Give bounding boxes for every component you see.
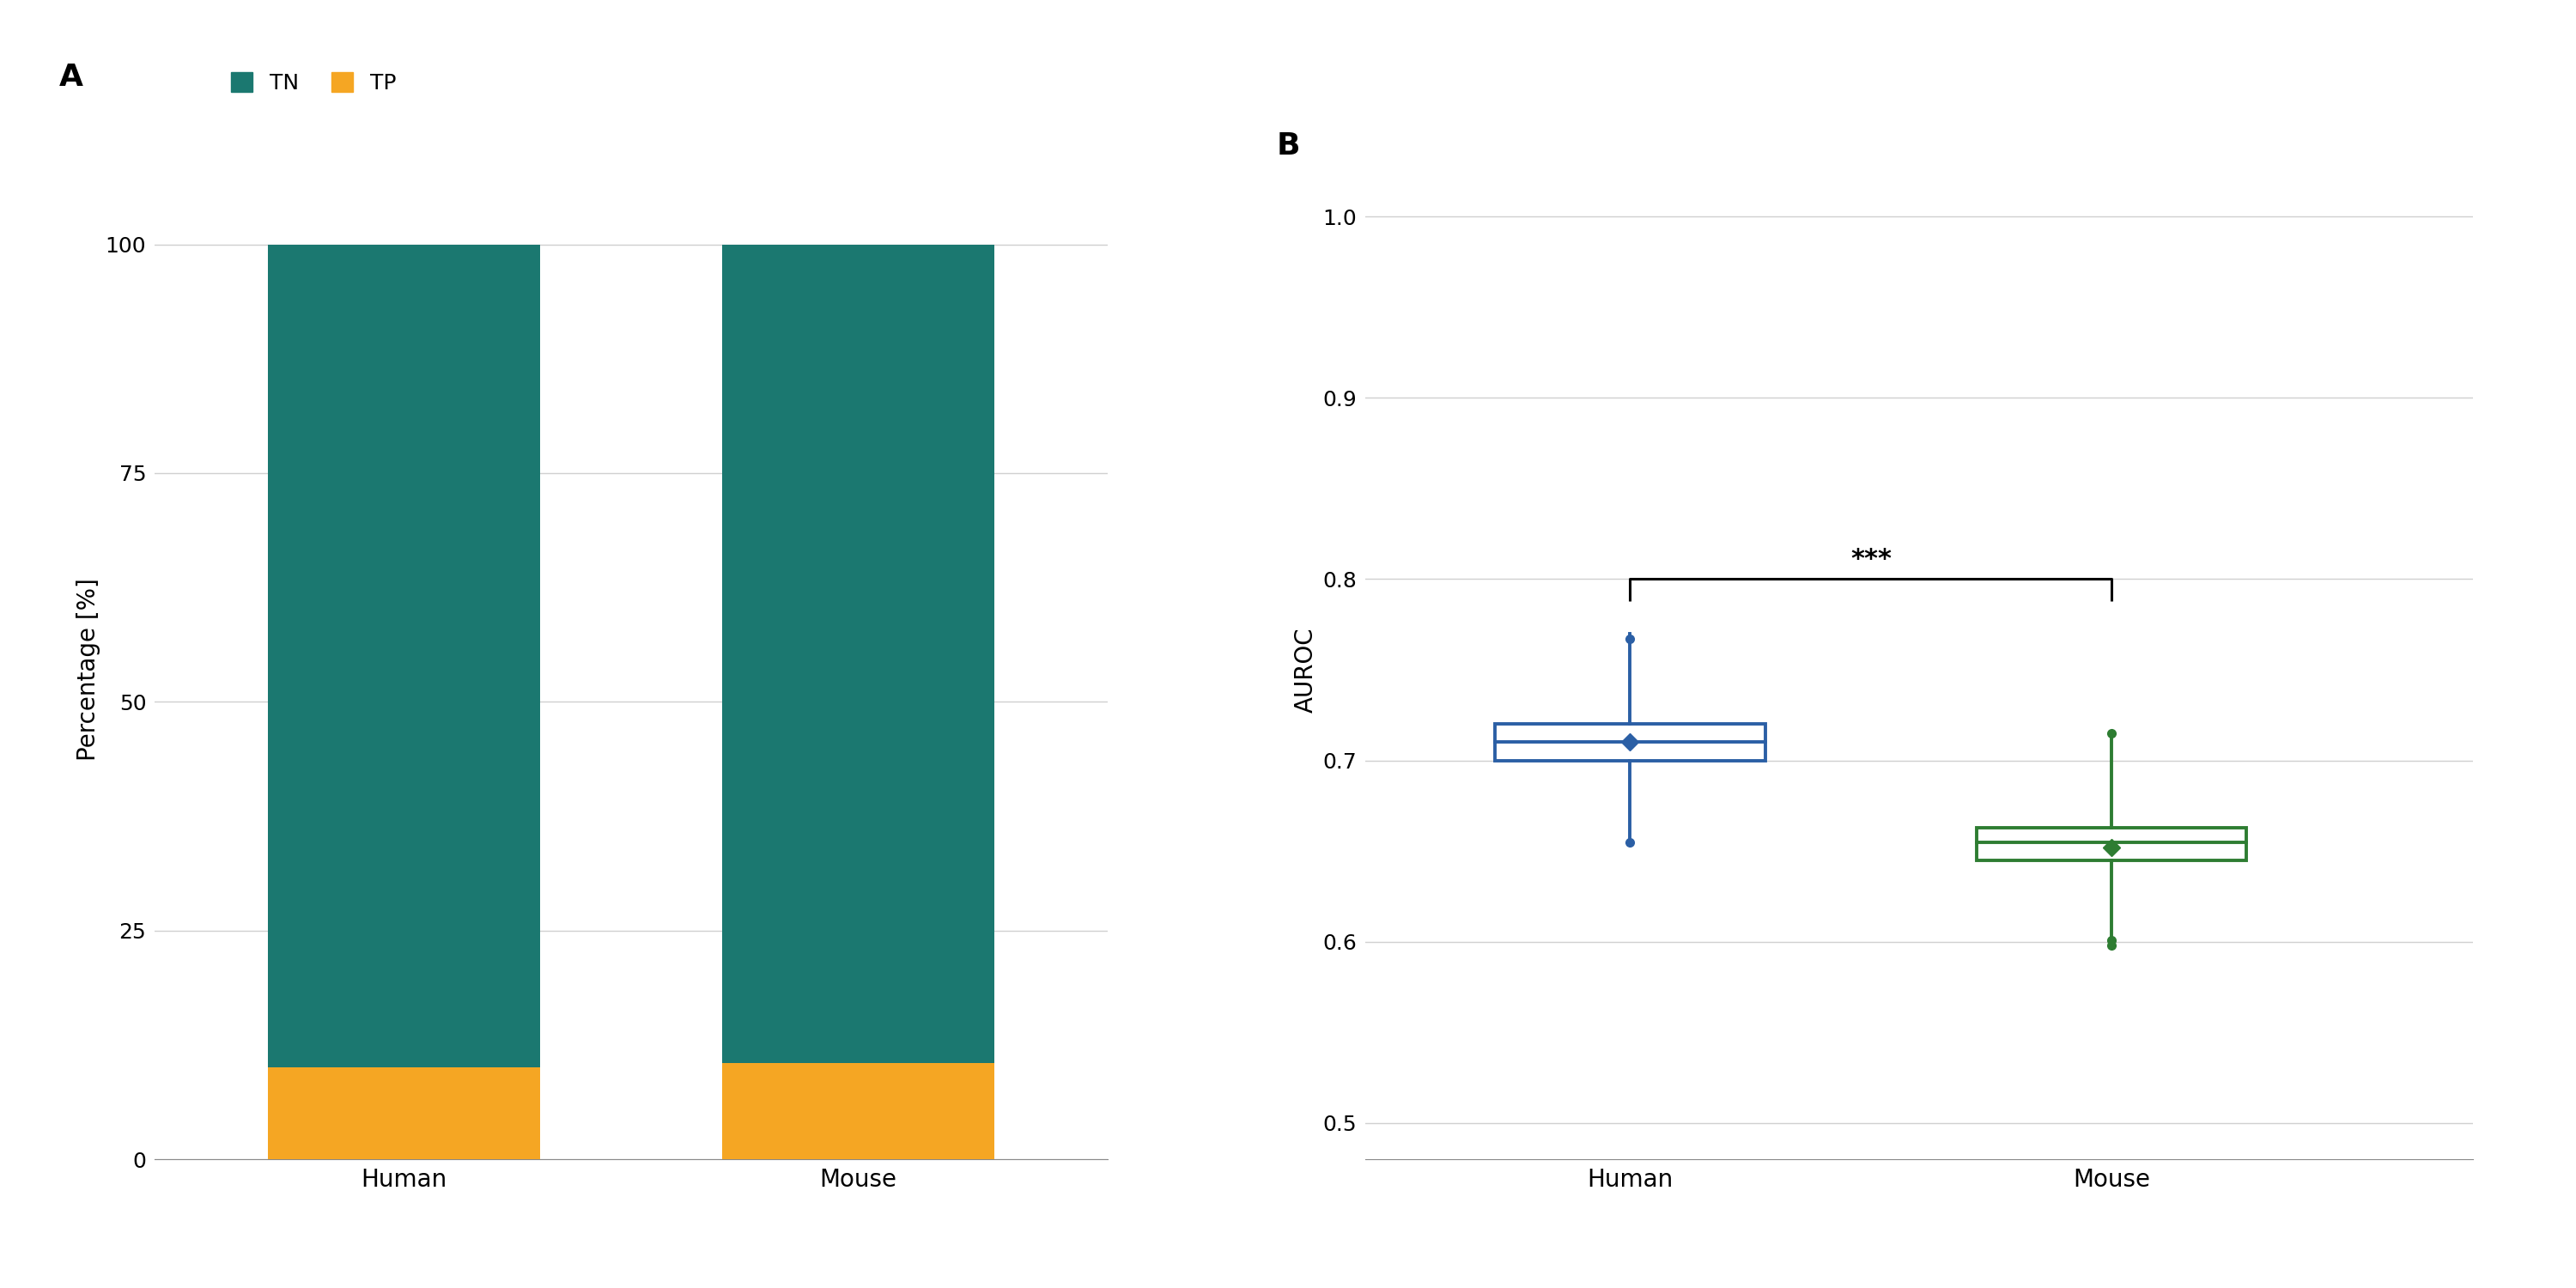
Bar: [1494, 724, 1765, 760]
Y-axis label: Percentage [%]: Percentage [%]: [77, 578, 100, 761]
Bar: [721, 245, 994, 1063]
Bar: [268, 245, 541, 1068]
Bar: [268, 1068, 541, 1159]
Text: ***: ***: [1850, 547, 1891, 572]
Bar: [721, 1063, 994, 1159]
Text: B: B: [1278, 131, 1301, 161]
Text: A: A: [59, 63, 82, 91]
Y-axis label: AUROC: AUROC: [1293, 627, 1319, 712]
Bar: [1976, 827, 2246, 860]
Legend: TN, TP: TN, TP: [222, 64, 404, 102]
